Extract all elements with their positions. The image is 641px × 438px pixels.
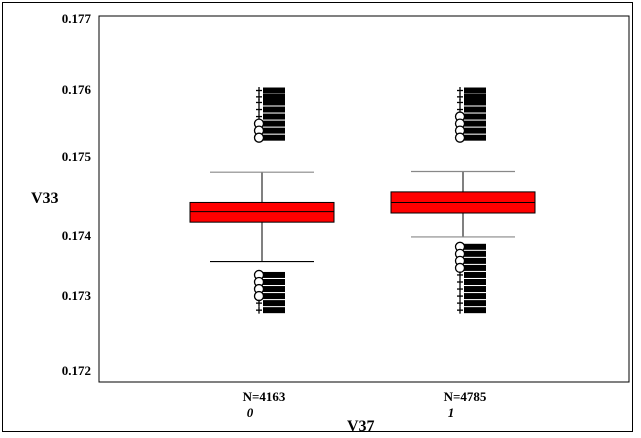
boxplot-chart: V33 V37 0.177 0.176 0.175 0.174 0.173 0.172 N… bbox=[31, 11, 630, 435]
outlier-bar bbox=[464, 106, 486, 113]
outlier-bar bbox=[464, 307, 486, 314]
outlier-point bbox=[457, 292, 486, 300]
outlier-circle bbox=[454, 262, 466, 274]
outlier-bar bbox=[464, 120, 486, 127]
outlier-bar bbox=[263, 307, 285, 314]
outlier-bar bbox=[263, 127, 285, 134]
outlier-bar bbox=[263, 120, 285, 127]
outlier-bar bbox=[464, 99, 486, 106]
outlier-bar bbox=[464, 134, 486, 141]
outlier-bar bbox=[464, 279, 486, 285]
outlier-bar bbox=[464, 87, 486, 94]
x-axis-label: V37 bbox=[347, 418, 375, 433]
outlier-circle bbox=[253, 290, 265, 302]
boxes-layer bbox=[189, 87, 536, 314]
outlier-bar bbox=[263, 93, 285, 100]
y-tick-label: 0.177 bbox=[62, 11, 92, 26]
outlier-point bbox=[457, 271, 486, 279]
outlier-point bbox=[256, 299, 285, 307]
outlier-bar bbox=[263, 113, 285, 120]
outlier-point bbox=[253, 283, 285, 295]
plot-area bbox=[98, 15, 630, 383]
outlier-point bbox=[256, 87, 285, 95]
outlier-bar bbox=[263, 134, 285, 141]
outlier-point bbox=[457, 285, 486, 293]
outlier-point bbox=[256, 98, 285, 106]
outlier-bar bbox=[263, 286, 285, 293]
outlier-point bbox=[457, 278, 486, 286]
outlier-bar bbox=[464, 127, 486, 134]
y-tick-labels: 0.177 0.176 0.175 0.174 0.173 0.172 bbox=[62, 11, 92, 378]
box-group-0 bbox=[189, 87, 335, 314]
outlier-point bbox=[256, 93, 285, 101]
outlier-point bbox=[457, 93, 486, 101]
outlier-bar bbox=[263, 279, 285, 285]
category-label: 1 bbox=[448, 405, 455, 420]
outlier-point bbox=[454, 262, 486, 274]
outlier-bar bbox=[464, 257, 486, 264]
outlier-point bbox=[256, 306, 285, 314]
outlier-bar bbox=[464, 243, 486, 250]
count-label: N=4163 bbox=[243, 389, 286, 404]
outlier-bar bbox=[464, 250, 486, 257]
outlier-bar bbox=[263, 87, 285, 94]
box-group-1 bbox=[390, 87, 536, 314]
outlier-point bbox=[256, 106, 285, 114]
y-axis-label: V33 bbox=[31, 190, 59, 207]
y-tick-label: 0.172 bbox=[62, 363, 91, 378]
outlier-point bbox=[457, 98, 486, 106]
y-tick-label: 0.176 bbox=[62, 82, 92, 97]
outlier-point bbox=[457, 87, 486, 95]
outlier-bar bbox=[464, 93, 486, 100]
outlier-bar bbox=[464, 271, 486, 278]
count-label: N=4785 bbox=[444, 389, 487, 404]
box-iqr bbox=[189, 201, 335, 223]
outlier-bar bbox=[263, 300, 285, 307]
outlier-bar bbox=[464, 264, 486, 271]
outlier-point bbox=[457, 299, 486, 307]
outlier-point bbox=[253, 290, 285, 302]
outlier-bar bbox=[464, 293, 486, 300]
y-tick-label: 0.174 bbox=[62, 228, 92, 243]
outlier-point bbox=[454, 125, 486, 136]
outlier-bar bbox=[464, 300, 486, 307]
outlier-bar bbox=[263, 99, 285, 106]
outlier-point bbox=[454, 132, 486, 143]
outlier-circle bbox=[253, 132, 265, 143]
outlier-bar bbox=[464, 286, 486, 293]
outlier-bar bbox=[464, 113, 486, 120]
outlier-bar bbox=[263, 271, 285, 278]
outlier-point bbox=[253, 132, 285, 143]
outlier-circle bbox=[454, 132, 466, 143]
y-tick-label: 0.173 bbox=[62, 288, 92, 303]
category-label: 0 bbox=[247, 405, 254, 420]
outlier-point bbox=[457, 306, 486, 314]
y-tick-label: 0.175 bbox=[62, 149, 92, 164]
chart-frame: V33 V37 0.177 0.176 0.175 0.174 0.173 0.172 N… bbox=[2, 2, 633, 435]
outlier-bar bbox=[263, 293, 285, 300]
outlier-bar bbox=[263, 106, 285, 113]
